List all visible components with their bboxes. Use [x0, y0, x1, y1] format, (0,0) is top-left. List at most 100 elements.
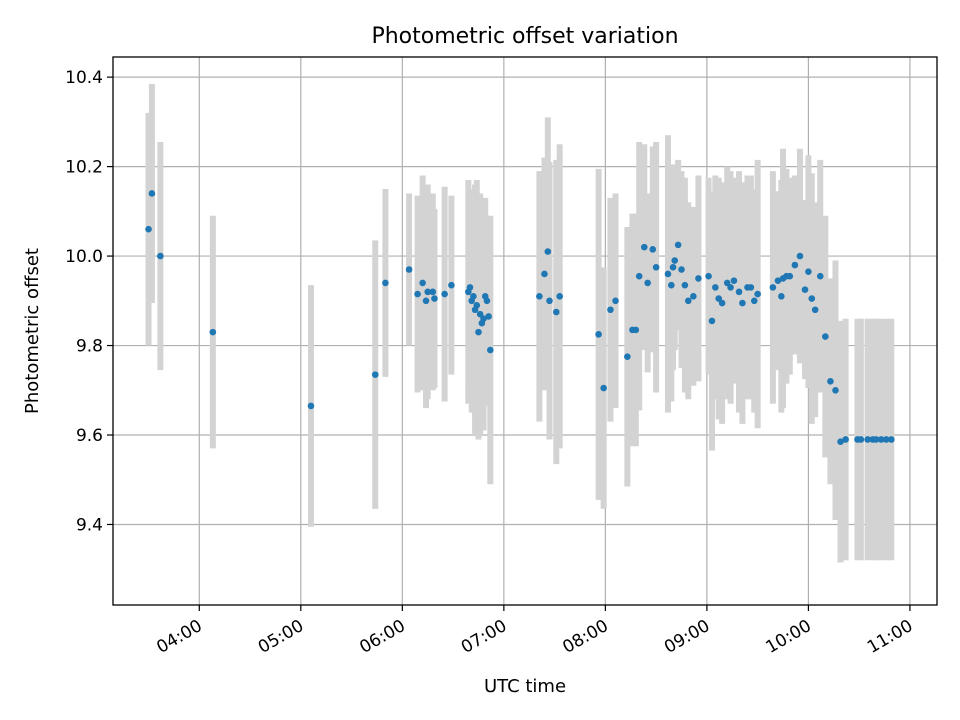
data-point [635, 272, 643, 280]
data-point [422, 297, 430, 305]
data-point [669, 263, 677, 271]
data-point [801, 286, 809, 293]
data-point [750, 297, 758, 305]
data-point [405, 266, 413, 273]
data-point [872, 436, 880, 443]
data-point [718, 299, 726, 307]
data-point [774, 277, 782, 284]
data-point [747, 284, 755, 291]
data-point [796, 252, 804, 260]
data-point [371, 371, 379, 378]
data-point [145, 225, 152, 233]
data-point [681, 281, 689, 289]
x-axis-ticks: 04:00 05:00 06:00 07:00 08:00 09:00 10:00 11:00 [153, 605, 916, 658]
data-point [448, 281, 455, 289]
data-point [684, 297, 692, 305]
data-point [553, 308, 560, 316]
data-point [842, 436, 849, 443]
y-tick-label: 9.4 [76, 515, 103, 535]
data-point [476, 310, 484, 318]
data-point [778, 293, 785, 300]
data-point [419, 279, 426, 287]
data-point [668, 281, 675, 289]
data-point [466, 284, 474, 291]
data-point [827, 378, 834, 385]
data-point [607, 306, 614, 314]
data-point [649, 246, 657, 253]
data-point [811, 306, 819, 314]
data-point [544, 248, 552, 255]
data-point [307, 402, 315, 410]
data-point [754, 290, 761, 298]
data-point [791, 261, 799, 269]
data-point [786, 272, 794, 280]
data-point [715, 295, 723, 302]
data-point [414, 290, 421, 298]
data-point [148, 190, 156, 197]
data-point [727, 284, 734, 291]
x-tick-label: 09:00 [661, 616, 713, 658]
data-point [695, 275, 702, 282]
data-point [705, 272, 712, 280]
data-point [483, 297, 491, 305]
data-point [424, 288, 432, 296]
data-point [600, 384, 607, 392]
data-point [877, 436, 885, 443]
data-point [382, 279, 389, 287]
data-point [556, 293, 563, 300]
data-point [882, 436, 890, 443]
data-point [864, 436, 871, 443]
data-point [209, 328, 217, 336]
y-tick-label: 10.4 [65, 68, 103, 88]
data-point [541, 270, 548, 278]
error-bars [145, 83, 895, 563]
data-point [546, 297, 553, 305]
y-tick-label: 10.2 [65, 158, 103, 178]
data-point [769, 284, 777, 291]
y-axis-ticks: 9.4 9.6 9.8 10.0 10.2 10.4 [65, 68, 113, 535]
data-point [431, 295, 438, 302]
x-axis-label: UTC time [484, 676, 566, 697]
x-tick-label: 06:00 [356, 616, 408, 658]
data-point [632, 326, 640, 334]
data-point [157, 252, 164, 260]
data-point [888, 436, 895, 443]
chart-title: Photometric offset variation [371, 24, 678, 49]
data-point [473, 301, 481, 309]
data-point [674, 241, 682, 249]
data-point [429, 288, 437, 296]
x-tick-label: 10:00 [762, 616, 814, 658]
plot-frame [112, 56, 938, 606]
data-point [595, 331, 602, 338]
x-tick-label: 08:00 [559, 616, 611, 658]
x-tick-label: 07:00 [458, 616, 510, 658]
data-point [624, 353, 631, 361]
data-point [690, 293, 697, 300]
data-point [612, 297, 619, 305]
data-point [712, 284, 719, 291]
x-tick-label: 05:00 [255, 616, 307, 658]
data-point [487, 346, 494, 354]
data-point [644, 279, 651, 287]
x-tick-label: 04:00 [153, 616, 205, 658]
data-point [640, 243, 648, 251]
data-point [708, 317, 716, 325]
data-point [485, 313, 492, 320]
data-point [664, 270, 672, 278]
data-point [480, 315, 487, 322]
data-point [832, 386, 839, 394]
data-point [805, 268, 812, 276]
data-point [652, 263, 660, 271]
y-axis-label: Photometric offset [22, 248, 43, 414]
data-point [723, 279, 731, 287]
data-point [837, 438, 844, 446]
data-points [145, 190, 895, 446]
y-tick-label: 9.8 [76, 337, 103, 357]
data-point [678, 266, 685, 273]
data-point [822, 333, 829, 340]
data-point [441, 290, 448, 298]
data-point [808, 295, 816, 302]
data-point [671, 257, 679, 264]
y-tick-label: 10.0 [65, 247, 103, 267]
